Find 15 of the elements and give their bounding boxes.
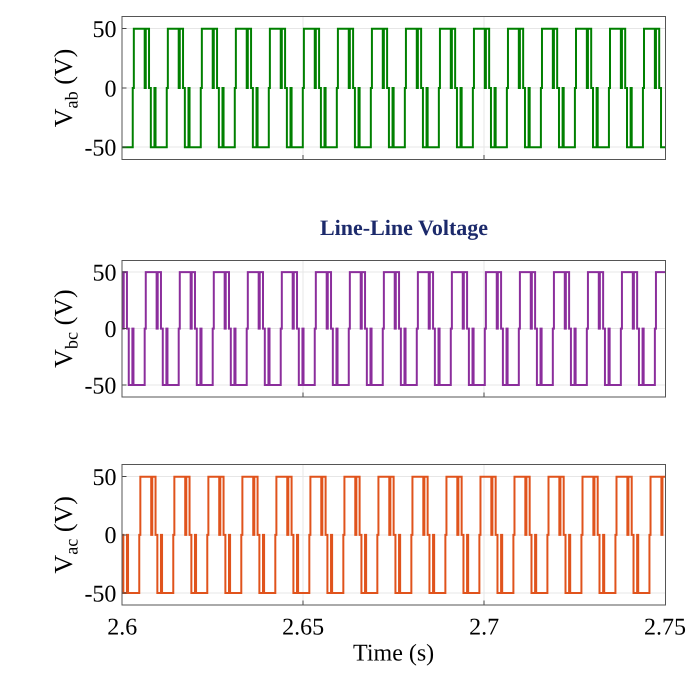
y-tick-label: 0 bbox=[104, 76, 116, 102]
x-tick-label: 2.6 bbox=[107, 614, 138, 640]
y-tick-label: 0 bbox=[104, 316, 116, 343]
text: Line-Line Voltage bbox=[320, 215, 488, 240]
y-tick-label: 50 bbox=[92, 465, 116, 492]
x-tick-label: 2.75 bbox=[644, 614, 686, 640]
y-tick-label: -50 bbox=[84, 581, 116, 608]
x-tick-label: 2.7 bbox=[469, 614, 500, 640]
y-tick-label: 0 bbox=[104, 523, 116, 550]
y-tick-label: 50 bbox=[92, 17, 116, 44]
x-axis-title: Time (s) bbox=[353, 640, 434, 667]
x-tick-label: 2.65 bbox=[282, 614, 324, 640]
y-tick-label: 50 bbox=[92, 260, 116, 287]
y-tick-label: -50 bbox=[84, 373, 116, 400]
y-tick-label: -50 bbox=[84, 136, 116, 162]
